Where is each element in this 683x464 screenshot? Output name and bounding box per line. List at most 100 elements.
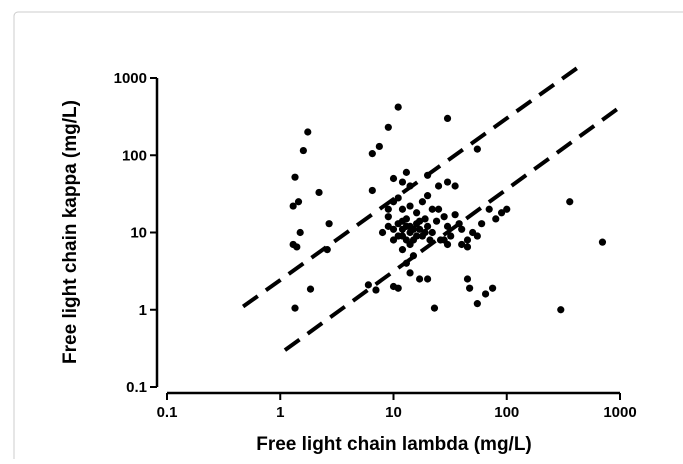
- x-tick-label: 100: [494, 404, 519, 421]
- point: [503, 205, 511, 213]
- y-tick-label: 10: [130, 225, 147, 242]
- point: [364, 281, 372, 289]
- point: [440, 236, 448, 244]
- point: [315, 188, 323, 197]
- point: [389, 236, 398, 244]
- point: [423, 192, 432, 200]
- point: [384, 213, 392, 221]
- point: [566, 198, 574, 206]
- y-axis-label: Free light chain kappa (mg/L): [60, 100, 81, 364]
- point: [375, 142, 383, 151]
- point: [473, 145, 481, 153]
- point: [466, 284, 474, 292]
- point: [389, 174, 398, 183]
- x-tick-label: 10: [385, 404, 402, 421]
- point: [485, 205, 493, 213]
- point: [421, 228, 429, 237]
- point: [406, 240, 414, 249]
- point: [415, 225, 424, 233]
- point: [398, 246, 407, 254]
- y-tick-label: 100: [122, 147, 147, 164]
- point: [296, 228, 304, 237]
- point: [372, 286, 380, 294]
- point: [406, 269, 414, 277]
- point: [423, 275, 432, 283]
- y-tick-label: 1: [139, 302, 147, 319]
- point: [443, 114, 452, 122]
- point: [432, 217, 441, 225]
- point: [291, 304, 299, 312]
- point: [443, 222, 452, 230]
- point: [430, 304, 439, 312]
- x-tick-label: 0.1: [157, 404, 178, 421]
- point: [451, 211, 459, 219]
- point: [418, 198, 427, 206]
- point: [394, 220, 402, 228]
- point: [409, 252, 418, 260]
- point: [443, 178, 452, 186]
- point: [428, 228, 436, 237]
- point: [413, 209, 421, 217]
- point: [458, 240, 466, 249]
- point: [299, 146, 307, 155]
- point: [492, 215, 500, 223]
- point: [415, 217, 424, 225]
- point: [406, 202, 414, 210]
- point: [478, 220, 486, 228]
- point: [463, 236, 472, 244]
- point: [293, 243, 301, 251]
- point: [598, 238, 607, 246]
- x-tick-label: 1000: [603, 404, 636, 421]
- point: [463, 243, 472, 251]
- point: [325, 220, 333, 228]
- point: [455, 220, 463, 228]
- point: [384, 205, 392, 213]
- point: [497, 209, 506, 217]
- point: [306, 285, 315, 293]
- point: [291, 173, 299, 181]
- point: [406, 182, 414, 190]
- point: [289, 202, 297, 210]
- point: [423, 222, 432, 230]
- point: [389, 225, 398, 233]
- point: [557, 306, 565, 314]
- point: [402, 168, 411, 176]
- point: [481, 290, 490, 298]
- point: [463, 275, 472, 283]
- reference-line: [283, 105, 622, 352]
- point: [323, 246, 331, 254]
- point: [421, 215, 429, 223]
- point: [473, 232, 481, 240]
- y-tick-label: 0.1: [126, 379, 147, 396]
- point: [413, 232, 421, 240]
- point: [434, 182, 443, 190]
- point: [384, 123, 392, 131]
- point: [458, 225, 466, 233]
- point: [368, 186, 376, 195]
- point: [402, 259, 411, 267]
- frame: [13, 11, 683, 464]
- point: [398, 205, 407, 213]
- point: [398, 178, 407, 186]
- point: [426, 236, 434, 244]
- point: [423, 171, 432, 179]
- point: [428, 205, 436, 213]
- point: [394, 284, 402, 292]
- point: [473, 300, 481, 308]
- point: [294, 198, 303, 206]
- point: [409, 225, 418, 233]
- point: [394, 194, 402, 202]
- x-tick-label: 1: [276, 404, 284, 421]
- y-tick-label: 1000: [114, 70, 147, 87]
- point: [434, 205, 443, 213]
- point: [368, 150, 376, 158]
- point: [440, 213, 448, 221]
- point: [489, 284, 497, 292]
- point: [304, 128, 312, 136]
- point: [451, 182, 459, 190]
- point: [394, 103, 402, 111]
- point: [402, 215, 411, 223]
- point: [378, 228, 387, 237]
- x-axis-label: Free light chain lambda (mg/L): [256, 434, 532, 455]
